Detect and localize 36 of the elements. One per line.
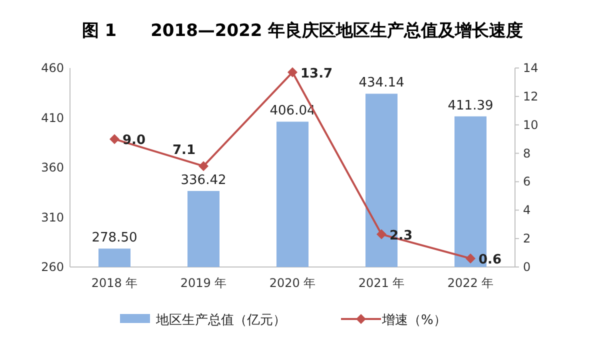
x-tick-label: 2019 年	[180, 276, 227, 290]
data-label: 278.50	[92, 230, 138, 246]
y2-tick-label: 2	[523, 232, 531, 246]
chart-title: 图 1 2018—2022 年良庆区地区生产总值及增长速度	[82, 21, 524, 41]
y2-tick-label: 4	[523, 203, 531, 218]
point	[288, 67, 298, 78]
point	[466, 253, 476, 264]
y2-tick-label: 14	[523, 61, 538, 75]
data-label: 434.14	[358, 76, 404, 91]
data-label: 9.0	[122, 133, 146, 148]
legend-label: 地区生产总值（亿元）	[155, 313, 286, 328]
data-label: 13.7	[300, 66, 333, 82]
point	[376, 229, 386, 240]
x-tick-label: 2020 年	[269, 276, 316, 290]
y2-tick-label: 8	[523, 146, 531, 160]
x-tick-label: 2022 年	[447, 276, 494, 290]
x-tick-label: 2018 年	[91, 276, 138, 290]
data-label: 7.1	[172, 143, 196, 158]
point	[110, 134, 120, 144]
legend-label: 增速（%）	[381, 313, 446, 328]
y-tick-label: 310	[41, 210, 64, 224]
y2-tick-label: 10	[523, 118, 538, 132]
y-tick-label: 460	[41, 61, 64, 75]
data-label: 406.04	[270, 104, 316, 119]
y-tick-label: 360	[41, 160, 64, 174]
data-label: 336.42	[180, 172, 226, 188]
data-label: 0.6	[478, 252, 502, 268]
x-tick-label: 2021 年	[358, 276, 405, 290]
y-tick-label: 260	[41, 260, 64, 274]
data-label: 411.39	[448, 98, 494, 114]
y-tick-label: 410	[41, 110, 64, 125]
y2-tick-label: 0	[523, 260, 531, 274]
data-label: 2.3	[390, 228, 413, 244]
y2-tick-label: 12	[523, 89, 538, 104]
y2-tick-label: 6	[523, 174, 531, 189]
point	[198, 161, 208, 172]
